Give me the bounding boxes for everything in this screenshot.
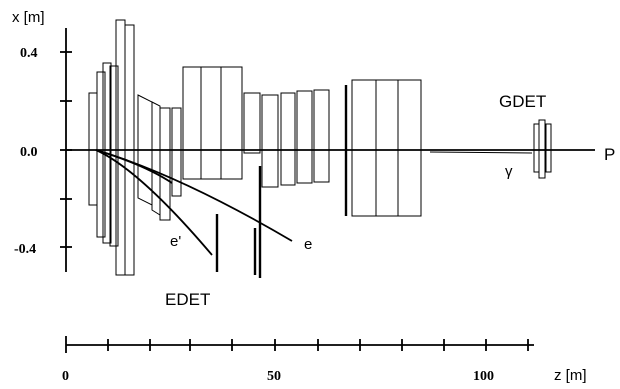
z-axis: 0 50 100 z [m]	[62, 336, 587, 384]
x-axis: x [m] 0.4 0.0 -0.4	[12, 9, 72, 272]
gdet-label: GDET	[499, 92, 546, 111]
z-tick-label: 50	[267, 369, 281, 384]
gamma-label: γ	[505, 163, 513, 180]
x-tick-label: -0.4	[14, 242, 36, 257]
electron-label: e	[304, 236, 312, 253]
detector-elements	[88, 19, 552, 276]
x-tick-label: 0.0	[20, 145, 38, 160]
z-tick-label: 0	[62, 369, 69, 384]
electron-prime-label: e'	[170, 233, 181, 250]
z-tick-label: 100	[473, 369, 494, 384]
proton-label: P	[604, 145, 615, 164]
z-axis-label: z [m]	[554, 367, 587, 384]
edet-label: EDET	[165, 290, 210, 309]
electron-trajectories	[95, 149, 293, 278]
x-axis-label: x [m]	[12, 9, 45, 26]
x-tick-label: 0.4	[20, 46, 38, 61]
photon-trajectory	[429, 151, 533, 154]
